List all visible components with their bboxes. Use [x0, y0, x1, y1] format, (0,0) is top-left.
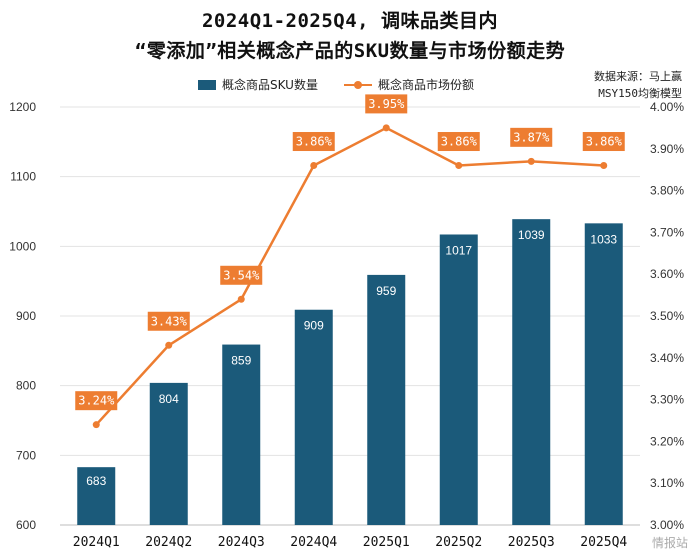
x-tick-label: 2025Q2	[435, 535, 482, 550]
watermark: 情报站	[651, 536, 688, 550]
share-point	[600, 162, 608, 170]
y-right-tick-label: 3.00%	[650, 518, 684, 532]
share-point	[310, 162, 318, 170]
share-label: 3.54%	[223, 268, 260, 282]
y-left-tick-label: 800	[16, 379, 36, 393]
bar	[367, 274, 406, 525]
y-left-tick-label: 1100	[10, 170, 36, 184]
share-point	[92, 421, 100, 429]
y-left-tick-label: 700	[16, 448, 36, 462]
bar-value-label: 1033	[590, 232, 617, 246]
share-label: 3.86%	[296, 135, 333, 149]
bar	[512, 219, 551, 525]
bar	[222, 344, 261, 525]
bar-value-label: 683	[86, 474, 106, 488]
y-right-tick-label: 3.40%	[650, 351, 684, 365]
share-label-box	[220, 265, 263, 285]
bar	[149, 382, 188, 525]
x-tick-label: 2024Q1	[73, 535, 120, 550]
legend-line-label: 概念商品市场份额	[377, 78, 474, 92]
y-right-tick-label: 4.00%	[650, 100, 684, 114]
bar-value-label: 1017	[445, 243, 472, 257]
share-label: 3.43%	[151, 314, 188, 328]
legend-bar-swatch	[198, 79, 216, 90]
share-label: 3.87%	[513, 130, 550, 144]
legend-item-bar: 概念商品SKU数量	[198, 76, 318, 93]
y-left-tick-label: 900	[16, 309, 36, 323]
source-note: 数据来源：马上赢 MSY150均衡模型	[594, 68, 682, 102]
share-label-box	[147, 311, 190, 331]
bar-value-label: 1039	[518, 228, 545, 242]
bar	[439, 234, 478, 526]
share-point	[165, 341, 173, 349]
share-label: 3.24%	[78, 394, 115, 408]
share-label: 3.95%	[368, 97, 405, 111]
share-point	[527, 157, 535, 165]
y-left-tick-label: 600	[16, 518, 36, 532]
share-point	[382, 124, 390, 132]
x-tick-label: 2025Q1	[363, 535, 410, 550]
bar-value-label: 959	[376, 284, 396, 298]
share-label-box	[292, 132, 335, 152]
y-right-tick-label: 3.60%	[650, 267, 684, 281]
share-line	[95, 126, 604, 426]
legend-bar-label: 概念商品SKU数量	[222, 78, 318, 92]
bar-value-label: 909	[304, 319, 324, 333]
y-right-tick-label: 3.10%	[650, 476, 684, 490]
legend-line-swatch	[343, 80, 372, 90]
y-right-tick-label: 3.80%	[650, 184, 684, 198]
share-label-box	[582, 132, 625, 152]
y-right-tick-label: 3.70%	[650, 225, 684, 239]
x-tick-label: 2024Q2	[145, 535, 192, 550]
y-right-tick-label: 3.90%	[650, 142, 684, 156]
source-line-2: MSY150均衡模型	[598, 87, 682, 100]
bar-value-label: 859	[231, 354, 251, 368]
share-point	[455, 162, 463, 170]
x-tick-label: 2024Q4	[290, 535, 337, 550]
chart-title-line-2: “零添加”相关概念产品的SKU数量与市场份额走势	[134, 40, 566, 62]
y-right-tick-label: 3.20%	[650, 434, 684, 448]
x-tick-label: 2024Q3	[218, 535, 265, 550]
y-left-tick-label: 1000	[9, 239, 36, 253]
share-label-box	[437, 132, 480, 152]
y-left-tick-label: 1200	[9, 100, 36, 114]
share-label: 3.86%	[586, 135, 623, 149]
legend-item-line: 概念商品市场份额	[343, 76, 474, 93]
bar-value-label: 804	[159, 392, 179, 406]
share-label: 3.86%	[441, 135, 478, 149]
legend: 概念商品SKU数量 概念商品市场份额	[198, 76, 500, 93]
bar	[294, 309, 333, 525]
source-line-1: 数据来源：马上赢	[594, 70, 682, 83]
bar	[77, 467, 116, 525]
y-right-tick-label: 3.30%	[650, 393, 684, 407]
bar	[584, 223, 623, 526]
share-point	[237, 295, 245, 303]
share-label-box	[510, 127, 553, 147]
x-tick-label: 2025Q3	[508, 535, 555, 550]
share-label-box	[365, 94, 408, 114]
chart-title-line-1: 2024Q1-2025Q4, 调味品类目内	[201, 10, 499, 32]
share-label-box	[75, 391, 118, 411]
x-tick-label: 2025Q4	[580, 535, 627, 550]
y-right-tick-label: 3.50%	[650, 309, 684, 323]
